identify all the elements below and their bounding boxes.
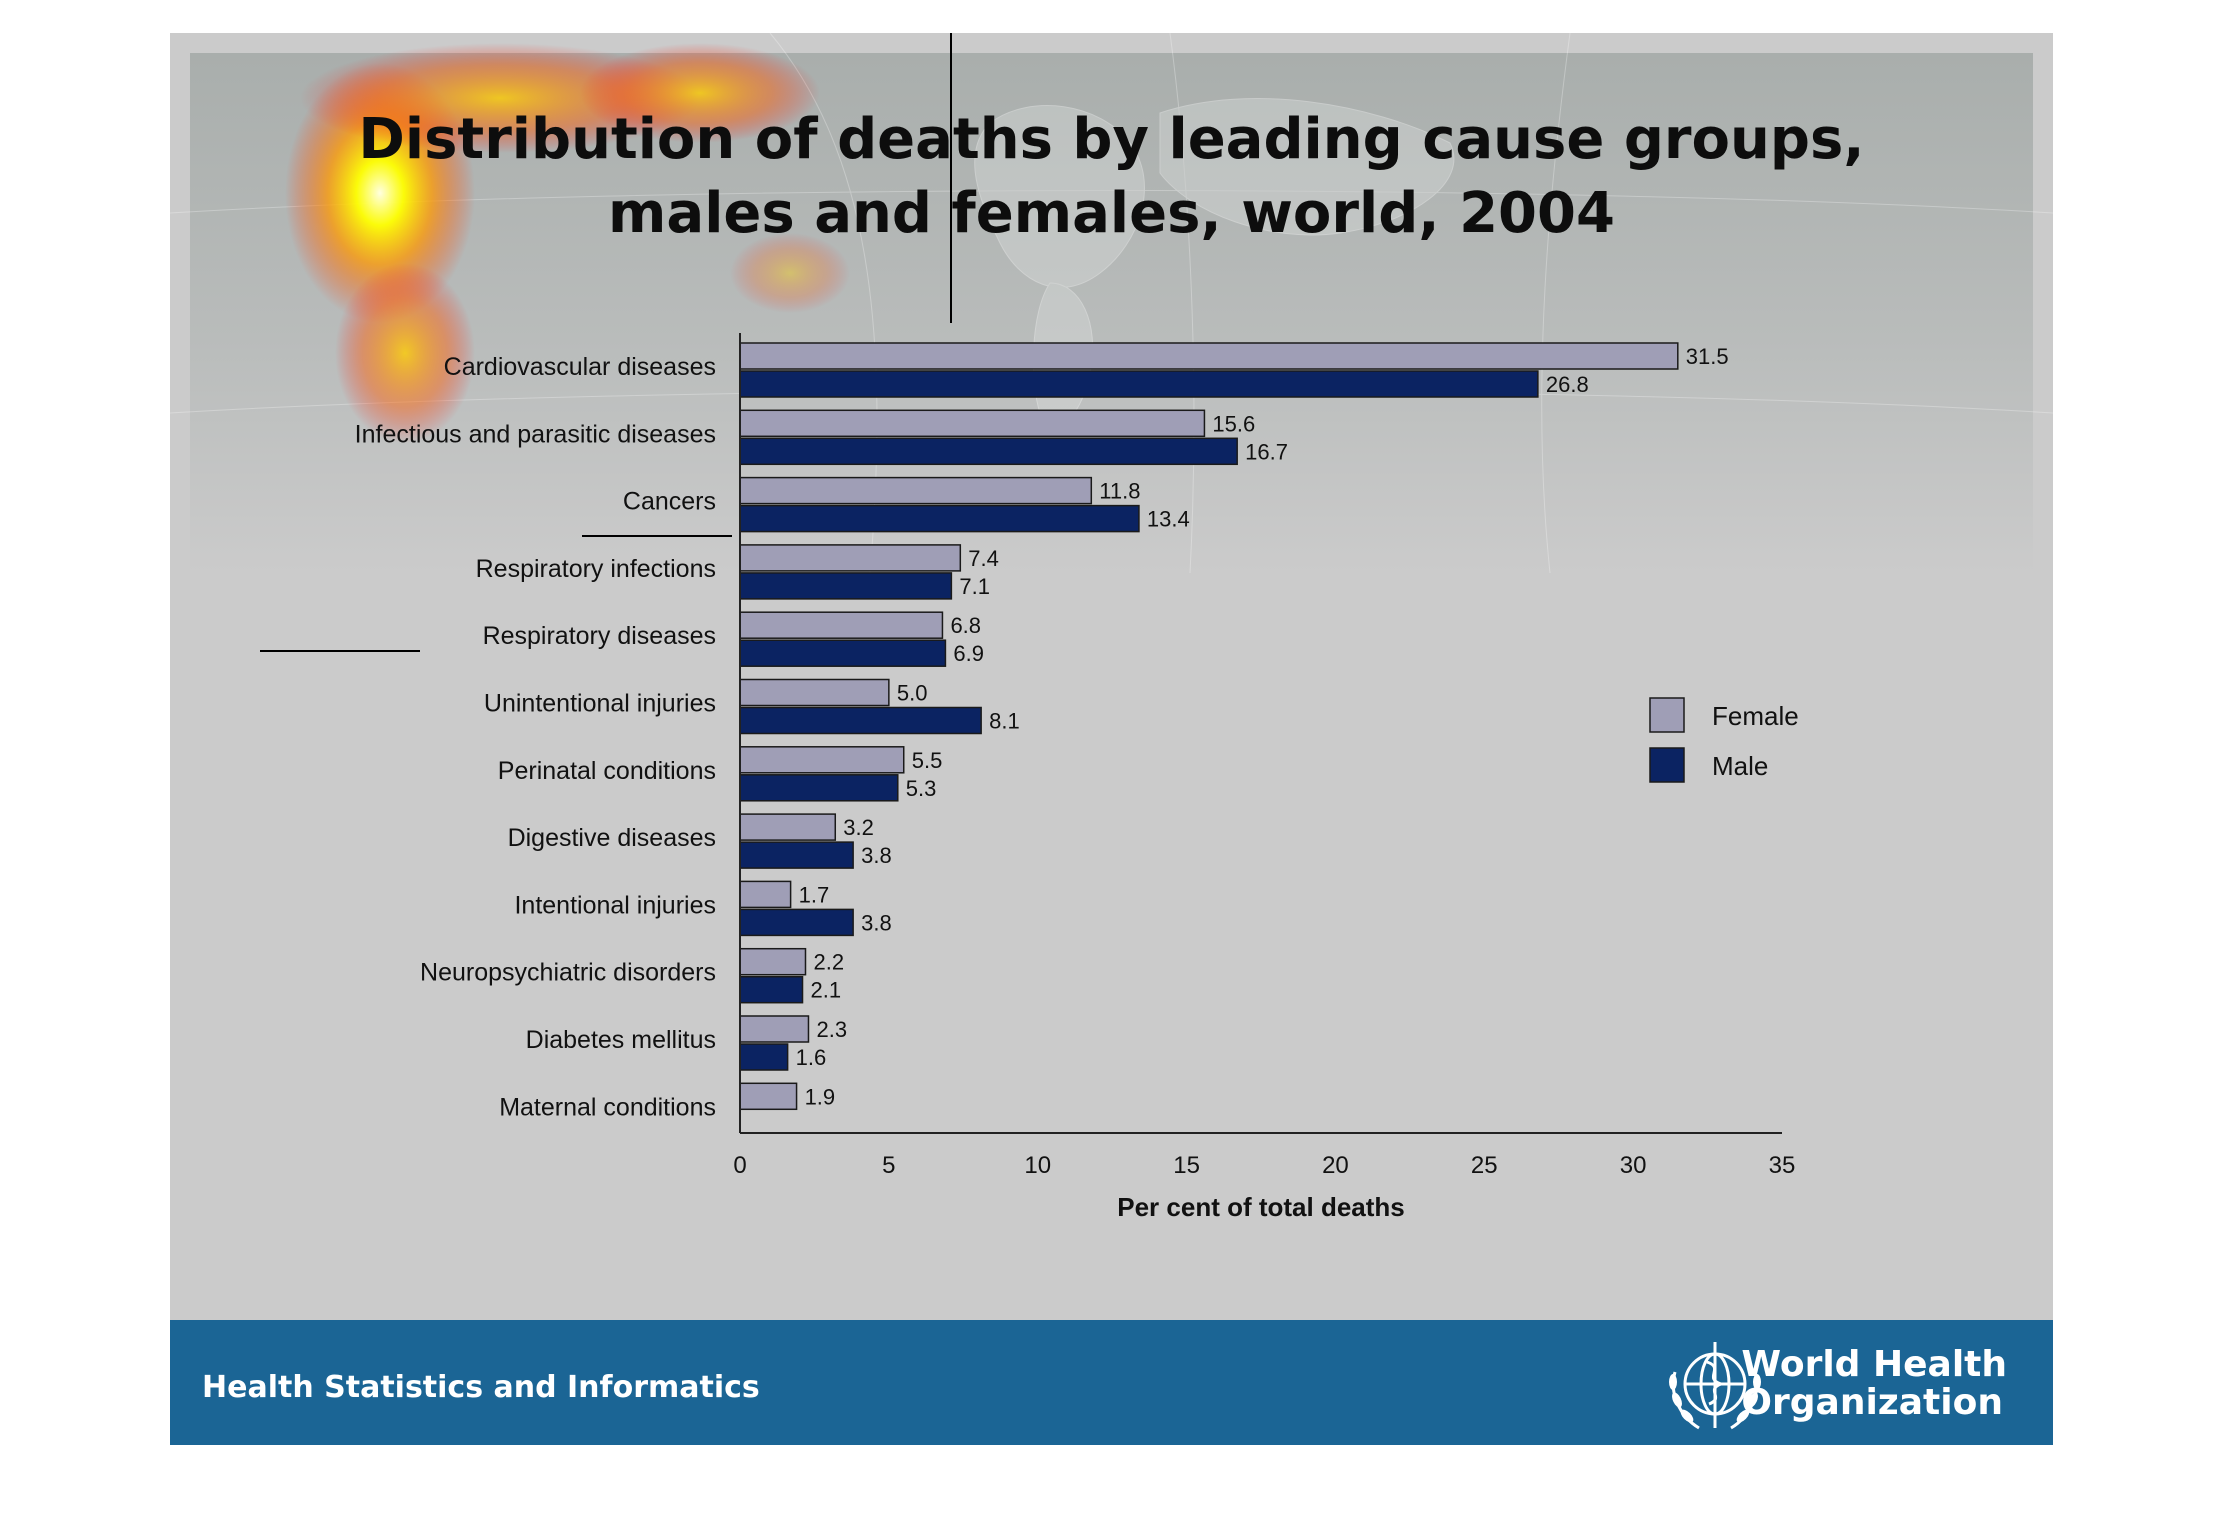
- data-label: 6.9: [953, 641, 984, 666]
- x-tick-label: 30: [1620, 1152, 1647, 1179]
- data-label: 1.6: [796, 1045, 827, 1070]
- data-label: 5.0: [897, 681, 928, 706]
- bar-male: [739, 370, 1539, 398]
- x-tick-label: 10: [1024, 1152, 1051, 1179]
- bar-male: [739, 1043, 789, 1071]
- x-tick-label: 20: [1322, 1152, 1349, 1179]
- bar-female: [739, 544, 962, 572]
- data-label: 13.4: [1147, 507, 1190, 532]
- data-label: 7.4: [968, 546, 999, 571]
- data-label: 31.5: [1686, 344, 1729, 369]
- category-label: Perinatal conditions: [498, 757, 716, 785]
- category-label: Maternal conditions: [499, 1093, 716, 1121]
- bar-female: [739, 342, 1679, 370]
- divider-line: [582, 535, 732, 537]
- bar-female: [739, 678, 890, 707]
- bar-female: [739, 880, 792, 909]
- org-name-line-1: World Health: [1741, 1344, 2007, 1385]
- data-label: 5.5: [912, 748, 943, 773]
- data-label: 2.2: [813, 950, 844, 975]
- category-label: Infectious and parasitic diseases: [355, 420, 716, 448]
- data-label: 11.8: [1099, 479, 1140, 504]
- bar-male: [739, 774, 899, 802]
- chart-title: Distribution of deaths by leading cause …: [170, 103, 2053, 251]
- category-label: Respiratory diseases: [483, 622, 716, 650]
- who-emblem-icon: [1669, 1342, 1761, 1430]
- bar-female: [739, 813, 837, 841]
- bar-male: [739, 841, 854, 869]
- bar-male: [739, 975, 804, 1004]
- legend-label: Male: [1712, 751, 1768, 781]
- data-label: 6.8: [950, 613, 981, 638]
- data-label: 16.7: [1245, 439, 1288, 464]
- org-name-line-2: Organization: [1741, 1382, 2003, 1423]
- title-line-1: Distribution of deaths by leading cause …: [358, 107, 1865, 172]
- data-label: 8.1: [989, 709, 1020, 734]
- bar-female: [739, 746, 905, 774]
- footer-bar: Health Statistics and Informatics: [170, 1320, 2053, 1445]
- legend-swatch: [1649, 747, 1685, 783]
- bar-female: [739, 1082, 798, 1111]
- category-label: Intentional injuries: [514, 891, 716, 919]
- category-label: Unintentional injuries: [484, 690, 716, 718]
- data-label: 5.3: [906, 776, 937, 801]
- x-tick-label: 0: [733, 1152, 746, 1179]
- x-tick-label: 5: [882, 1152, 895, 1179]
- bar-male: [739, 572, 953, 600]
- divider-line: [260, 650, 420, 652]
- data-label: 7.1: [959, 574, 990, 599]
- title-line-2: males and females, world, 2004: [608, 181, 1615, 246]
- x-tick-label: 25: [1471, 1152, 1498, 1179]
- data-label: 1.9: [805, 1084, 836, 1109]
- data-label: 3.8: [861, 843, 892, 868]
- x-tick-label: 35: [1769, 1152, 1796, 1179]
- category-label: Digestive diseases: [508, 824, 716, 852]
- legend-swatch: [1649, 697, 1685, 733]
- legend-label: Female: [1712, 701, 1799, 731]
- x-axis-label: Per cent of total deaths: [1117, 1192, 1405, 1222]
- footer-text: Health Statistics and Informatics: [202, 1370, 760, 1405]
- bar-male: [739, 706, 982, 735]
- category-label: Cancers: [623, 488, 716, 516]
- bar-female: [739, 611, 944, 639]
- data-label: 26.8: [1546, 372, 1589, 397]
- data-label: 2.3: [816, 1017, 847, 1042]
- org-name: World Health Organization: [1741, 1346, 2007, 1422]
- bar-female: [739, 476, 1093, 505]
- category-label: Cardiovascular diseases: [444, 353, 716, 381]
- data-label: 2.1: [811, 978, 842, 1003]
- bar-male: [739, 908, 854, 937]
- bar-chart: Cardiovascular diseases 31.5 26.8 Infectiou…: [355, 333, 1799, 1222]
- slide: Distribution of deaths by leading cause …: [170, 33, 2053, 1445]
- data-label: 15.6: [1212, 411, 1255, 436]
- bar-male: [739, 437, 1238, 466]
- divider-line: [950, 33, 952, 323]
- bar-female: [739, 1015, 810, 1043]
- bar-male: [739, 504, 1140, 533]
- category-label: Neuropsychiatric disorders: [420, 959, 716, 987]
- x-tick-label: 15: [1173, 1152, 1200, 1179]
- category-label: Respiratory infections: [476, 555, 716, 583]
- bar-female: [739, 947, 807, 976]
- category-label: Diabetes mellitus: [526, 1026, 716, 1054]
- bar-female: [739, 409, 1206, 438]
- bar-male: [739, 639, 947, 667]
- data-label: 3.2: [843, 815, 874, 840]
- data-label: 1.7: [799, 882, 830, 907]
- data-label: 3.8: [861, 910, 892, 935]
